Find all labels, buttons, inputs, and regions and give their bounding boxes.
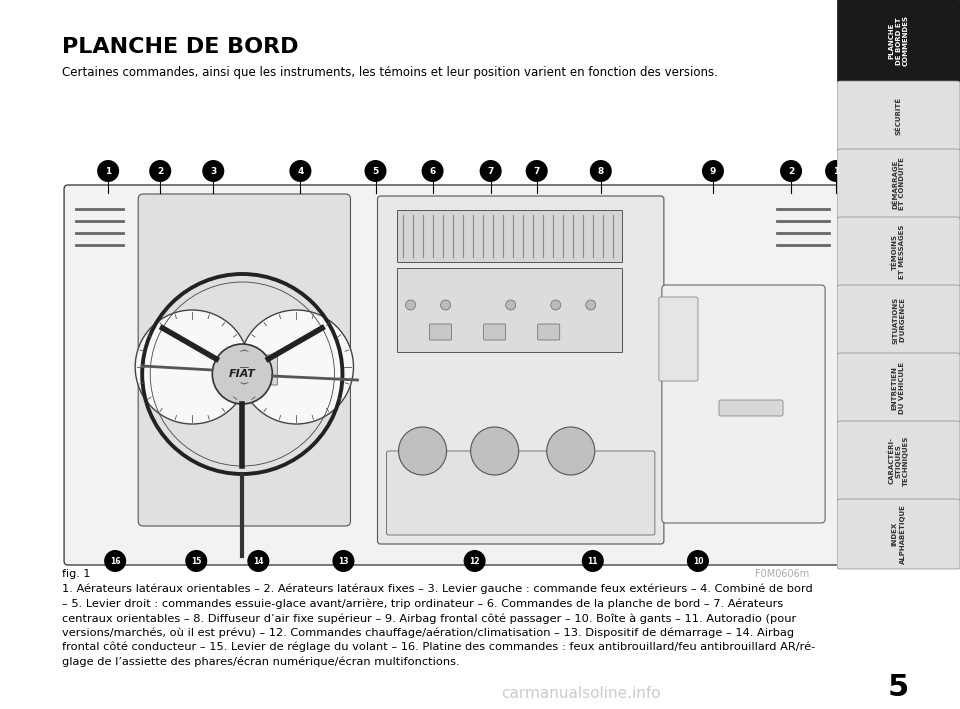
Circle shape [506, 300, 516, 310]
Text: 16: 16 [109, 557, 120, 566]
FancyBboxPatch shape [484, 324, 506, 340]
Circle shape [149, 160, 171, 182]
FancyBboxPatch shape [837, 353, 960, 423]
Text: 10: 10 [693, 557, 703, 566]
Text: 2: 2 [157, 167, 163, 176]
Text: 7: 7 [534, 167, 540, 176]
Text: fig. 1: fig. 1 [62, 569, 90, 579]
Text: FIAT: FIAT [228, 369, 255, 379]
Text: glage de l’assiette des phares/écran numérique/écran multifonctions.: glage de l’assiette des phares/écran num… [62, 657, 460, 667]
Circle shape [547, 427, 595, 475]
Text: ENTRETIEN
DU VÉHICULE: ENTRETIEN DU VÉHICULE [892, 362, 905, 414]
FancyBboxPatch shape [538, 324, 560, 340]
Text: 2: 2 [788, 167, 794, 176]
Text: 1. Aérateurs latéraux orientables – 2. Aérateurs latéraux fixes – 3. Levier gauc: 1. Aérateurs latéraux orientables – 2. A… [62, 584, 813, 595]
FancyBboxPatch shape [661, 285, 825, 523]
FancyBboxPatch shape [387, 451, 655, 535]
Circle shape [421, 160, 444, 182]
Circle shape [212, 344, 273, 404]
FancyBboxPatch shape [837, 81, 960, 151]
Circle shape [702, 160, 724, 182]
Circle shape [405, 300, 416, 310]
Text: CARACTÉRI-
STIQUES
TECHNIQUES: CARACTÉRI- STIQUES TECHNIQUES [888, 436, 909, 486]
Circle shape [825, 160, 847, 182]
FancyBboxPatch shape [228, 355, 277, 385]
Circle shape [248, 550, 270, 572]
Text: frontal côté conducteur – 15. Levier de réglage du volant – 16. Platine des comm: frontal côté conducteur – 15. Levier de … [62, 642, 815, 652]
Text: DÉMARRAGE
ET CONDUITE: DÉMARRAGE ET CONDUITE [892, 157, 905, 211]
Text: versions/marchés, où il est prévu) – 12. Commandes chauffage/aération/climatisat: versions/marchés, où il est prévu) – 12.… [62, 627, 794, 638]
Text: 5: 5 [888, 673, 909, 701]
FancyBboxPatch shape [659, 297, 698, 381]
Text: 4: 4 [298, 167, 303, 176]
Circle shape [104, 550, 126, 572]
FancyBboxPatch shape [837, 285, 960, 355]
Text: Certaines commandes, ainsi que les instruments, les témoins et leur position var: Certaines commandes, ainsi que les instr… [62, 66, 718, 79]
Text: 3: 3 [210, 167, 216, 176]
Text: – 5. Levier droit : commandes essuie-glace avant/arrière, trip ordinateur – 6. C: – 5. Levier droit : commandes essuie-gla… [62, 598, 783, 609]
Text: 5: 5 [372, 167, 378, 176]
Text: TÉMOINS
ET MESSAGES: TÉMOINS ET MESSAGES [892, 225, 905, 279]
Circle shape [398, 427, 446, 475]
Text: PLANCHE
DE BORD ET
COMMENDES: PLANCHE DE BORD ET COMMENDES [889, 16, 908, 67]
FancyBboxPatch shape [837, 499, 960, 569]
Circle shape [203, 160, 225, 182]
Circle shape [589, 160, 612, 182]
Text: 9: 9 [709, 167, 716, 176]
Text: INDEX
ALPHABÉTIQUE: INDEX ALPHABÉTIQUE [891, 504, 906, 564]
Text: SÉCURITÉ: SÉCURITÉ [896, 97, 901, 135]
FancyBboxPatch shape [396, 210, 622, 262]
FancyBboxPatch shape [719, 400, 783, 416]
Circle shape [464, 550, 486, 572]
Text: 12: 12 [469, 557, 480, 566]
Text: 11: 11 [588, 557, 598, 566]
Text: 6: 6 [429, 167, 436, 176]
Text: 8: 8 [598, 167, 604, 176]
Circle shape [551, 300, 561, 310]
Circle shape [526, 160, 548, 182]
FancyBboxPatch shape [837, 0, 960, 83]
Text: centraux orientables – 8. Diffuseur d’air fixe supérieur – 9. Airbag frontal côt: centraux orientables – 8. Diffuseur d’ai… [62, 613, 797, 623]
FancyBboxPatch shape [64, 185, 843, 565]
FancyBboxPatch shape [837, 149, 960, 219]
Text: 7: 7 [488, 167, 493, 176]
Text: carmanualsoline.info: carmanualsoline.info [501, 686, 660, 701]
Circle shape [365, 160, 387, 182]
Text: PLANCHE DE BORD: PLANCHE DE BORD [62, 37, 299, 57]
Text: 14: 14 [253, 557, 264, 566]
Circle shape [780, 160, 802, 182]
Circle shape [239, 310, 353, 424]
FancyBboxPatch shape [396, 268, 622, 352]
Text: 1: 1 [833, 167, 839, 176]
Circle shape [289, 160, 311, 182]
Circle shape [185, 550, 207, 572]
Circle shape [586, 300, 596, 310]
Text: 1: 1 [105, 167, 111, 176]
Circle shape [470, 427, 518, 475]
Circle shape [332, 550, 354, 572]
FancyBboxPatch shape [837, 217, 960, 287]
FancyBboxPatch shape [377, 196, 664, 544]
FancyBboxPatch shape [837, 421, 960, 501]
Text: 13: 13 [338, 557, 348, 566]
Circle shape [97, 160, 119, 182]
Circle shape [135, 310, 250, 424]
Text: 15: 15 [191, 557, 202, 566]
Text: SITUATIONS
D'URGENCE: SITUATIONS D'URGENCE [892, 296, 905, 344]
Circle shape [582, 550, 604, 572]
Circle shape [687, 550, 708, 572]
FancyBboxPatch shape [138, 194, 350, 526]
Circle shape [441, 300, 450, 310]
Circle shape [480, 160, 502, 182]
Text: F0M0606m: F0M0606m [755, 569, 809, 579]
FancyBboxPatch shape [429, 324, 451, 340]
